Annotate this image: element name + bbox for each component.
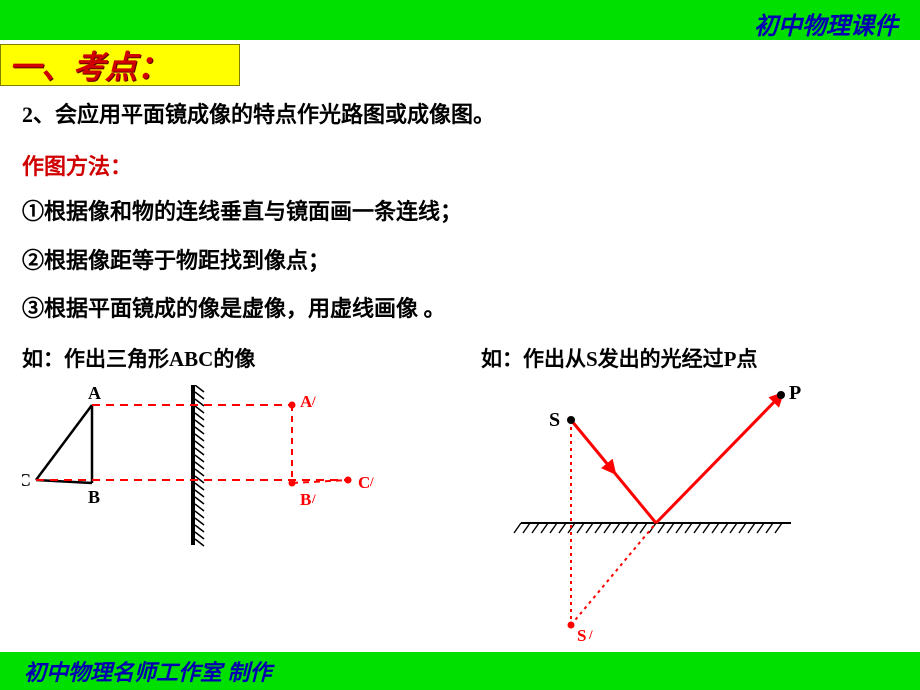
diagram-1-svg: ABCA/B/C/ — [22, 385, 402, 555]
svg-text:/: / — [588, 627, 593, 642]
svg-text:B: B — [88, 487, 100, 507]
footer-bar: 初中物理名师工作室 制作 — [0, 652, 920, 690]
svg-text:A: A — [88, 385, 101, 403]
svg-text:/: / — [369, 474, 374, 489]
diagram-1: ABCA/B/C/ — [22, 385, 441, 560]
svg-text:/: / — [311, 491, 316, 506]
example-1-title: 如：作出三角形ABC的像 — [22, 343, 441, 373]
content-area: 2、会应用平面镜成像的特点作光路图或成像图。 作图方法： ①根据像和物的连线垂直… — [22, 100, 900, 650]
svg-text:C: C — [358, 473, 370, 492]
example-2-title: 如：作出从S发出的光经过P点 — [481, 343, 900, 373]
section-title: 一、考点： — [9, 42, 169, 88]
example-2: 如：作出从S发出的光经过P点 SPS/ — [481, 343, 900, 650]
svg-text:/: / — [311, 393, 316, 408]
diagram-2-svg: SPS/ — [481, 385, 841, 645]
footer-text: 初中物理名师工作室 制作 — [24, 655, 272, 687]
courseware-label: 初中物理课件 — [754, 6, 898, 41]
example-1: 如：作出三角形ABC的像 ABCA/B/C/ — [22, 343, 441, 650]
examples-row: 如：作出三角形ABC的像 ABCA/B/C/ 如：作出从S发出的光经过P点 SP… — [22, 343, 900, 650]
svg-text:S: S — [577, 626, 586, 645]
svg-text:S: S — [549, 409, 560, 431]
step-3: ③根据平面镜成的像是虚像，用虚线画像 。 — [22, 294, 900, 325]
step-2: ②根据像距等于物距找到像点； — [22, 246, 900, 277]
step-1: ①根据像和物的连线垂直与镜面画一条连线； — [22, 197, 900, 228]
section-title-bar: 一、考点： — [0, 44, 240, 86]
svg-text:B: B — [300, 490, 311, 509]
method-label: 作图方法： — [22, 149, 900, 181]
header-bar: 初中物理课件 — [0, 0, 920, 40]
point-2: 2、会应用平面镜成像的特点作光路图或成像图。 — [22, 100, 900, 131]
diagram-2: SPS/ — [481, 385, 900, 650]
svg-text:C: C — [22, 470, 31, 490]
svg-text:P: P — [789, 385, 801, 404]
